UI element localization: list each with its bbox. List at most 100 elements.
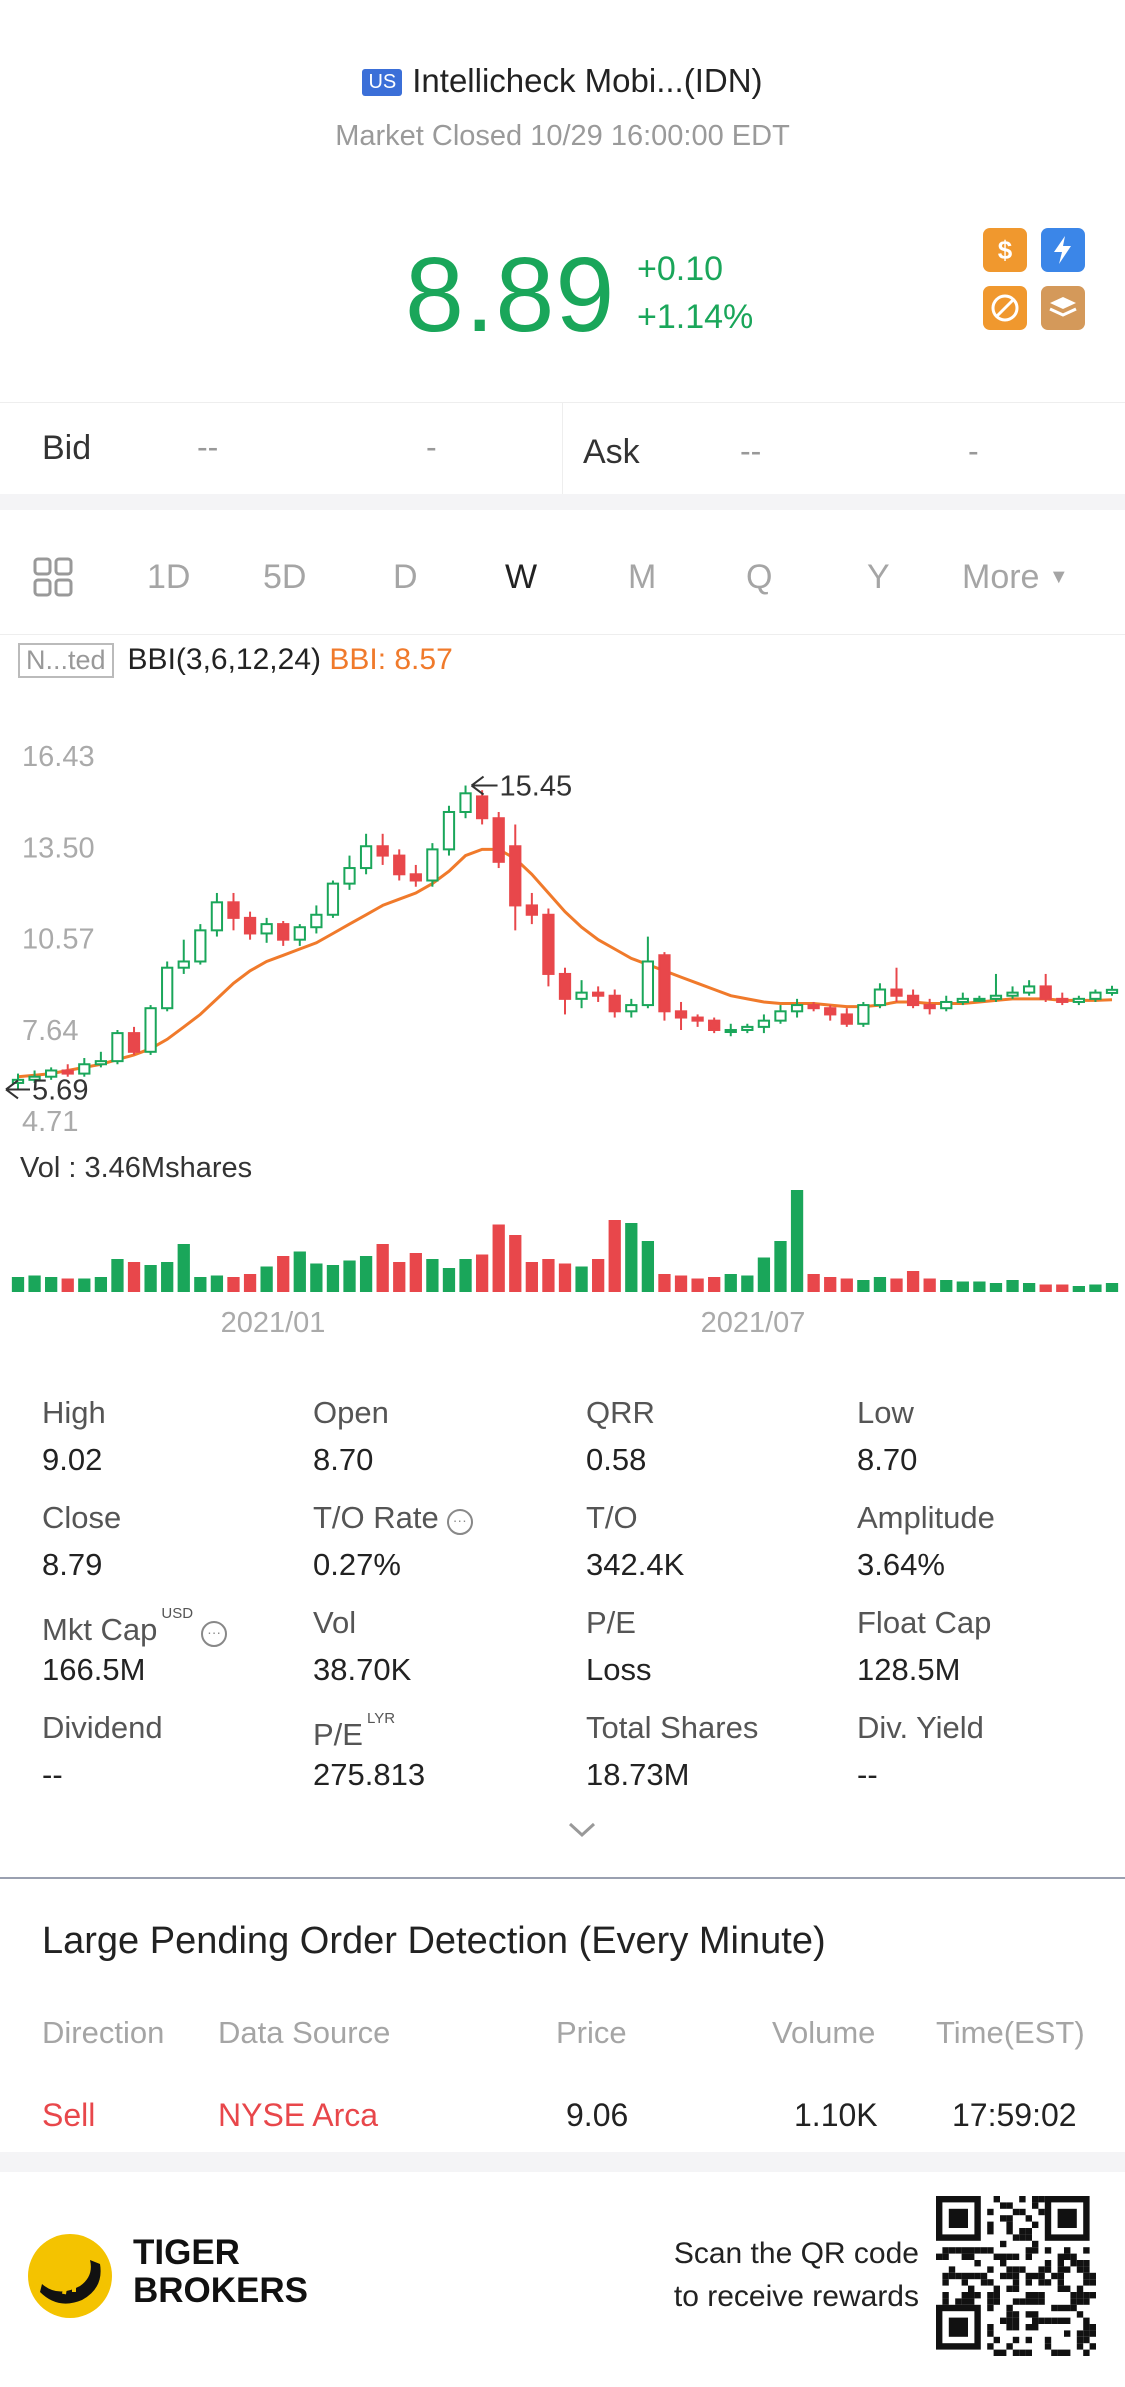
tab-w[interactable]: W bbox=[505, 558, 538, 596]
tab-d[interactable]: D bbox=[393, 558, 418, 596]
section-gap bbox=[0, 2152, 1125, 2172]
qr-module bbox=[1012, 2253, 1020, 2260]
volume-bar bbox=[78, 1278, 91, 1292]
qr-module bbox=[987, 2343, 994, 2350]
candle bbox=[757, 1014, 771, 1034]
no-short-icon[interactable] bbox=[983, 286, 1027, 330]
qr-module bbox=[1057, 2317, 1064, 2324]
volume-bar bbox=[691, 1278, 704, 1292]
candle-body bbox=[790, 1004, 804, 1013]
candle-body bbox=[906, 994, 920, 1007]
candle bbox=[310, 905, 323, 934]
y-tick-label: 7.64 bbox=[22, 1015, 78, 1047]
low-marker-label: 5.69 bbox=[32, 1074, 88, 1106]
volume-bar bbox=[210, 1275, 224, 1292]
brand-line-2: BROKERS bbox=[133, 2271, 309, 2310]
qr-module bbox=[1000, 2215, 1007, 2222]
layers-icon[interactable] bbox=[1041, 286, 1085, 330]
qr-finder-core bbox=[948, 2317, 968, 2337]
stat-label-qrr: QRR bbox=[586, 1395, 655, 1431]
candle-body bbox=[956, 997, 969, 1003]
candle bbox=[1105, 985, 1119, 996]
qr-module bbox=[1038, 2292, 1045, 2299]
qr-module bbox=[1025, 2349, 1032, 2356]
candle-body bbox=[840, 1013, 853, 1025]
stat-label-high: High bbox=[42, 1395, 106, 1431]
qr-module bbox=[1032, 2317, 1039, 2324]
candle bbox=[741, 1023, 754, 1034]
tab-5d[interactable]: 5D bbox=[263, 558, 307, 596]
indicator-name: BBI(3,6,12,24) bbox=[127, 643, 321, 676]
chevron-down-icon: ▼ bbox=[1048, 566, 1069, 588]
stat-label-open: Open bbox=[313, 1395, 389, 1431]
qr-module bbox=[974, 2260, 981, 2267]
stat-label-total-shares: Total Shares bbox=[586, 1710, 758, 1746]
bbi-value: BBI: 8.57 bbox=[329, 643, 453, 676]
qr-module bbox=[1083, 2324, 1090, 2331]
qr-module bbox=[1083, 2317, 1090, 2324]
candle bbox=[127, 1026, 141, 1055]
volume-bar bbox=[542, 1259, 555, 1292]
candle-body bbox=[608, 994, 621, 1013]
candle bbox=[326, 880, 340, 918]
candle-body bbox=[426, 848, 439, 882]
qr-module bbox=[987, 2279, 994, 2286]
indicator-tag[interactable]: N...ted bbox=[18, 643, 114, 678]
qr-module bbox=[1076, 2292, 1084, 2299]
qr-module bbox=[1006, 2324, 1013, 2331]
grid-icon[interactable] bbox=[32, 556, 74, 603]
tab-more[interactable]: More ▼ bbox=[962, 558, 1069, 597]
candle-body bbox=[890, 988, 903, 997]
qr-module bbox=[987, 2247, 994, 2254]
tab-m[interactable]: M bbox=[628, 558, 657, 596]
qr-module bbox=[942, 2247, 949, 2254]
volume-bar bbox=[608, 1220, 621, 1292]
row-time: 17:59:02 bbox=[952, 2097, 1077, 2133]
qr-module bbox=[1070, 2304, 1077, 2312]
qr-module bbox=[1076, 2285, 1084, 2292]
scan-text: Scan the QR code to receive rewards bbox=[674, 2232, 919, 2318]
qr-module bbox=[1032, 2196, 1039, 2203]
volume-bar bbox=[857, 1280, 870, 1292]
expand-chevron-icon[interactable] bbox=[566, 1820, 598, 1845]
qr-module bbox=[1089, 2279, 1096, 2286]
qr-code[interactable] bbox=[936, 2196, 1096, 2356]
candle bbox=[359, 833, 373, 875]
qr-module bbox=[987, 2208, 994, 2216]
stat-label-text: Dividend bbox=[42, 1710, 163, 1745]
qr-module bbox=[1012, 2272, 1020, 2280]
qr-module bbox=[974, 2247, 981, 2254]
candle bbox=[161, 961, 174, 1012]
dollar-icon[interactable]: $ bbox=[983, 228, 1027, 272]
tab-1d[interactable]: 1D bbox=[147, 558, 191, 596]
qr-module bbox=[1025, 2228, 1032, 2235]
candle-body bbox=[724, 1028, 737, 1033]
info-icon[interactable]: ··· bbox=[201, 1621, 228, 1647]
info-icon[interactable]: ··· bbox=[446, 1509, 473, 1535]
candle bbox=[724, 1023, 737, 1037]
stat-label-div-yield: Div. Yield bbox=[857, 1710, 984, 1746]
brand-line-1: TIGER bbox=[133, 2233, 240, 2272]
candle bbox=[194, 924, 207, 965]
qr-module bbox=[1019, 2349, 1026, 2356]
candle bbox=[475, 790, 489, 825]
stock-title: US Intellicheck Mobi...(IDN) bbox=[0, 62, 1125, 100]
qr-module bbox=[1006, 2228, 1013, 2235]
stat-label-text: Open bbox=[313, 1395, 389, 1430]
qr-module bbox=[1076, 2311, 1084, 2318]
candle bbox=[1089, 989, 1102, 1002]
qr-module bbox=[936, 2253, 943, 2260]
candlestick-chart[interactable]: 16.43 13.50 10.57 7.64 4.71 15.45 5.69 Vol : 3.… bbox=[0, 720, 1125, 1340]
qr-module bbox=[1032, 2292, 1039, 2299]
candle-body bbox=[575, 991, 588, 1000]
tab-q[interactable]: Q bbox=[746, 558, 773, 596]
qr-module bbox=[1032, 2202, 1039, 2209]
candle bbox=[227, 892, 240, 931]
tab-y[interactable]: Y bbox=[867, 558, 890, 596]
stat-label-text: Float Cap bbox=[857, 1605, 992, 1640]
qr-module bbox=[1076, 2343, 1084, 2350]
lightning-icon[interactable] bbox=[1041, 228, 1085, 272]
candle bbox=[61, 1064, 74, 1077]
candle-body bbox=[923, 1004, 936, 1010]
stat-label-mkt-cap: Mkt Cap USD ··· bbox=[42, 1605, 228, 1648]
